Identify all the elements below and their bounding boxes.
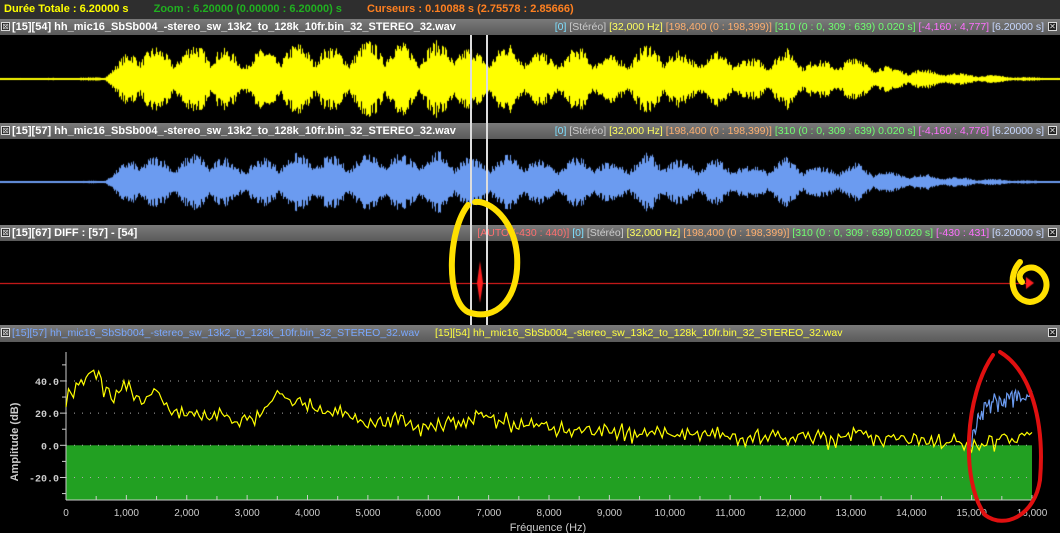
track-title: [15][54] hh_mic16_SbSb004_-stereo_sw_13k… bbox=[12, 21, 456, 33]
y-axis-label: Amplitude (dB) bbox=[9, 402, 21, 481]
y-tick-label: -20.0 bbox=[29, 474, 59, 485]
info-samples: [198,400 (0 : 198,399)] bbox=[665, 21, 772, 33]
track-toggle-icon[interactable]: ⊠ bbox=[1, 228, 10, 237]
x-tick-label: 0 bbox=[63, 508, 69, 519]
x-tick-label: 9,000 bbox=[597, 508, 622, 519]
x-axis-label: Fréquence (Hz) bbox=[510, 522, 586, 533]
x-tick-label: 14,000 bbox=[896, 508, 927, 519]
x-tick-label: 2,000 bbox=[174, 508, 199, 519]
x-tick-label: 7,000 bbox=[476, 508, 501, 519]
info-mode: [Stéréo] bbox=[569, 125, 607, 137]
info-mode: [Stéréo] bbox=[569, 21, 607, 33]
info-channel: [0] bbox=[554, 21, 567, 33]
x-tick-label: 1,000 bbox=[114, 508, 139, 519]
info-samples: [198,400 (0 : 198,399)] bbox=[683, 227, 790, 239]
waveform-track-57[interactable] bbox=[0, 139, 1060, 225]
info-frames: [310 (0 : 0, 309 : 639) 0.020 s] bbox=[774, 21, 916, 33]
close-icon[interactable]: ✕ bbox=[1048, 228, 1057, 237]
track-header-54[interactable]: ⊠ [15][54] hh_mic16_SbSb004_-stereo_sw_1… bbox=[0, 19, 1060, 35]
track-toggle-icon[interactable]: ⊠ bbox=[1, 22, 10, 31]
spectrum-chart[interactable]: Amplitude (dB) Fréquence (Hz) 40.0 20.0 0.… bbox=[0, 342, 1060, 533]
close-icon[interactable]: ✕ bbox=[1048, 328, 1057, 337]
spectrum-series-54 bbox=[65, 369, 1033, 454]
zoom-readout: Zoom : 6.20000 (0.00000 : 6.20000) s bbox=[153, 3, 342, 15]
track-toggle-icon[interactable]: ⊠ bbox=[1, 126, 10, 135]
info-channel: [0] bbox=[572, 227, 584, 239]
spectrum-label-54: [15][54] hh_mic16_SbSb004_-stereo_sw_13k… bbox=[435, 327, 843, 339]
info-rate: [32,000 Hz] bbox=[609, 125, 663, 137]
info-frames: [310 (0 : 0, 309 : 639) 0.020 s] bbox=[792, 227, 934, 239]
info-channel: [0] bbox=[554, 125, 567, 137]
info-frames: [310 (0 : 0, 309 : 639) 0.020 s] bbox=[774, 125, 916, 137]
info-rate: [32,000 Hz] bbox=[609, 21, 663, 33]
x-tick-label: 3,000 bbox=[235, 508, 260, 519]
close-icon[interactable]: ✕ bbox=[1048, 22, 1057, 31]
track-title: [15][67] DIFF : [57] - [54] bbox=[12, 227, 138, 239]
track-info: [0] [Stéréo] [32,000 Hz] [198,400 (0 : 1… bbox=[555, 123, 1044, 139]
waveform-track-54[interactable] bbox=[0, 35, 1060, 123]
x-tick-label: 8,000 bbox=[536, 508, 561, 519]
x-tick-label: 16,000 bbox=[1017, 508, 1048, 519]
x-tick-label: 15,000 bbox=[956, 508, 987, 519]
track-header-diff[interactable]: ⊠ [15][67] DIFF : [57] - [54] [AUTO (-43… bbox=[0, 225, 1060, 241]
toggle-icon[interactable]: ⊠ bbox=[1, 328, 10, 337]
info-range: [-4,160 : 4,777] bbox=[918, 21, 990, 33]
zero-fill-area bbox=[66, 445, 1032, 500]
info-samples: [198,400 (0 : 198,399)] bbox=[665, 125, 772, 137]
track-title: [15][57] hh_mic16_SbSb004_-stereo_sw_13k… bbox=[12, 125, 456, 137]
track-header-57[interactable]: ⊠ [15][57] hh_mic16_SbSb004_-stereo_sw_1… bbox=[0, 123, 1060, 139]
cursor-start[interactable] bbox=[470, 35, 472, 325]
x-tick-label: 5,000 bbox=[355, 508, 380, 519]
info-range: [-4,160 : 4,776] bbox=[918, 125, 990, 137]
info-mode: [Stéréo] bbox=[586, 227, 624, 239]
x-tick-label: 4,000 bbox=[295, 508, 320, 519]
status-bar: Durée Totale : 6.20000 s Zoom : 6.20000 … bbox=[0, 0, 1060, 19]
waveform-diff[interactable] bbox=[0, 241, 1060, 325]
info-duration: [6.20000 s] bbox=[992, 21, 1044, 33]
y-tick-label: 40.0 bbox=[35, 378, 59, 389]
x-tick-label: 10,000 bbox=[654, 508, 685, 519]
cursors-readout: Curseurs : 0.10088 s (2.75578 : 2.85666) bbox=[367, 3, 574, 15]
y-tick-label: 20.0 bbox=[35, 410, 59, 421]
track-info: [0] [Stéréo] [32,000 Hz] [198,400 (0 : 1… bbox=[555, 19, 1044, 35]
cursor-end[interactable] bbox=[486, 35, 488, 325]
close-icon[interactable]: ✕ bbox=[1048, 126, 1057, 135]
info-duration: [6.20000 s] bbox=[992, 227, 1044, 239]
info-range: [-430 : 431] bbox=[935, 227, 990, 239]
total-duration: Durée Totale : 6.20000 s bbox=[4, 3, 129, 15]
x-tick-label: 11,000 bbox=[715, 508, 745, 519]
track-info: [AUTO (-430 : 440)] [0] [Stéréo] [32,000… bbox=[477, 225, 1044, 241]
info-duration: [6.20000 s] bbox=[992, 125, 1044, 137]
info-rate: [32,000 Hz] bbox=[626, 227, 681, 239]
info-auto: [AUTO (-430 : 440)] bbox=[477, 227, 570, 239]
spectrum-label-57: [15][57] hh_mic16_SbSb004_-stereo_sw_13k… bbox=[12, 327, 420, 339]
spectrum-series-57 bbox=[971, 387, 1033, 447]
x-tick-label: 12,000 bbox=[775, 508, 806, 519]
x-tick-label: 13,000 bbox=[836, 508, 867, 519]
spectrum-header: ⊠ [15][57] hh_mic16_SbSb004_-stereo_sw_1… bbox=[0, 325, 1060, 342]
y-tick-label: 0.0 bbox=[41, 442, 59, 453]
x-tick-label: 6,000 bbox=[416, 508, 441, 519]
